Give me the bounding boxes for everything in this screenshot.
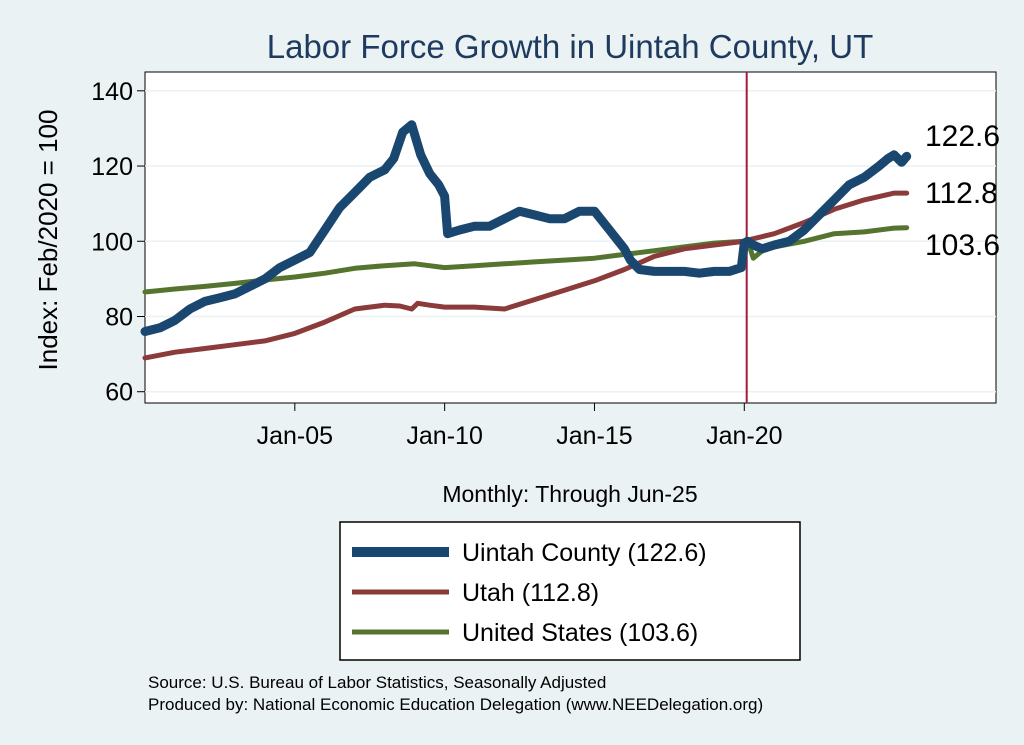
legend: Uintah County (122.6) Utah (112.8) Unite… [339, 521, 801, 661]
x-tick-label: Jan-15 [556, 422, 632, 450]
x-tick-label: Jan-10 [406, 422, 482, 450]
y-tick-label: 100 [91, 228, 133, 256]
line-uintah-county [140, 120, 912, 336]
plot-area [144, 71, 997, 404]
legend-label-uintah: Uintah County (122.6) [462, 539, 707, 567]
y-tick-label: 140 [91, 78, 133, 106]
y-tick-label: 60 [105, 379, 133, 407]
x-axis-title: Monthly: Through Jun-25 [442, 481, 697, 507]
y-axis: 60 80 100 120 140 [91, 78, 145, 407]
line-utah [142, 190, 910, 361]
y-tick-label: 80 [105, 303, 133, 331]
x-axis: Jan-05 Jan-10 Jan-15 Jan-20 [257, 403, 783, 450]
end-label-utah: 112.8 [925, 177, 998, 210]
produced-by-note: Produced by: National Economic Education… [148, 695, 763, 714]
y-axis-title: Index: Feb/2020 = 100 [33, 110, 63, 371]
y-tick-label: 120 [91, 153, 133, 181]
x-tick-label: Jan-05 [257, 422, 333, 450]
legend-label-us: United States (103.6) [462, 619, 698, 647]
chart-title: Labor Force Growth in Uintah County, UT [267, 28, 873, 65]
source-note: Source: U.S. Bureau of Labor Statistics,… [148, 673, 606, 692]
end-label-us: 103.6 [925, 229, 1000, 262]
end-label-uintah: 122.6 [925, 120, 1000, 153]
legend-label-utah: Utah (112.8) [462, 579, 599, 607]
series-lines [140, 120, 912, 361]
gridlines [145, 90, 996, 393]
x-tick-label: Jan-20 [706, 422, 782, 450]
